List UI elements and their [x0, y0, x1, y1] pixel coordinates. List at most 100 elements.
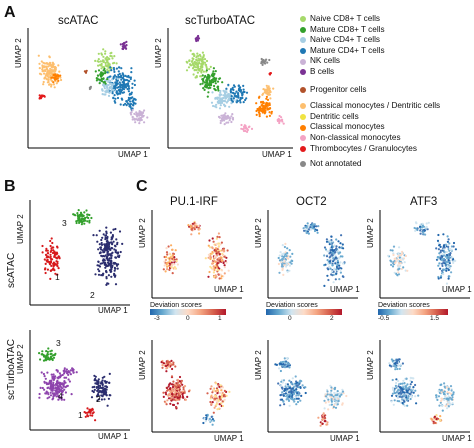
umap-point: [217, 85, 220, 88]
umap-point: [129, 106, 132, 109]
umap-point: [242, 88, 245, 91]
umap-point: [334, 254, 337, 257]
umap-point: [57, 79, 60, 82]
legend-swatch: [300, 48, 306, 55]
umap-point: [287, 255, 290, 258]
umap-point: [49, 357, 52, 361]
umap-point: [336, 264, 339, 267]
umap-point: [134, 102, 137, 105]
umap-point: [223, 398, 226, 401]
umap-point: [261, 63, 264, 66]
umap-point: [110, 275, 113, 278]
umap-point: [100, 67, 103, 70]
umap-point: [398, 267, 401, 270]
umap-point: [292, 398, 295, 401]
umap-point: [284, 257, 287, 260]
umap-point: [168, 392, 171, 395]
umap-point: [107, 253, 110, 256]
umap-point: [105, 271, 108, 274]
umap-point: [218, 236, 221, 239]
umap-point: [106, 56, 109, 59]
umap-point: [103, 398, 106, 401]
umap-point: [326, 421, 329, 424]
umap-point: [435, 418, 438, 421]
umap-point: [396, 273, 399, 277]
umap-point: [339, 251, 342, 254]
umap-point: [89, 414, 92, 417]
umap-point: [97, 393, 100, 396]
umap-point: [213, 256, 216, 259]
umap-point: [406, 269, 409, 272]
umap-point: [272, 87, 275, 90]
umap-point: [120, 67, 123, 70]
umap-point: [439, 267, 442, 270]
umap-point: [266, 61, 269, 64]
umap-point: [42, 83, 45, 86]
umap-point: [63, 388, 66, 391]
umap-point: [69, 373, 72, 376]
umap-point: [221, 249, 224, 252]
umap-point: [451, 396, 454, 399]
umap-point: [443, 264, 446, 267]
umap-point: [39, 386, 42, 389]
umap-point: [110, 270, 113, 273]
umap-point: [57, 267, 60, 270]
umap-point: [450, 245, 453, 248]
umap-point: [38, 72, 42, 75]
umap-point: [307, 232, 310, 235]
umap-point: [323, 399, 326, 402]
umap-point: [419, 232, 422, 235]
umap-point: [105, 388, 108, 391]
umap-point: [64, 381, 67, 384]
umap-point: [446, 407, 449, 410]
umap-point: [172, 403, 176, 407]
umap-point: [219, 104, 222, 107]
umap-point: [100, 71, 103, 74]
umap-point: [57, 388, 61, 391]
umap-point: [209, 84, 213, 87]
umap-point: [169, 362, 172, 365]
umap-point: [167, 365, 171, 368]
umap-point: [216, 262, 219, 265]
umap-point: [217, 269, 220, 272]
umap-point: [445, 269, 448, 272]
umap-point: [212, 388, 215, 391]
umap-point: [317, 225, 320, 228]
umap-point: [397, 271, 400, 274]
umap-point: [49, 269, 52, 272]
umap-point: [395, 381, 398, 385]
umap-point: [448, 249, 451, 252]
umap-point: [210, 395, 213, 399]
umap-point: [107, 243, 110, 246]
umap-point: [442, 233, 445, 236]
umap-point: [209, 257, 212, 261]
umap-point: [401, 382, 404, 385]
umap-point: [164, 270, 167, 273]
umap-point: [107, 274, 110, 277]
umap-point: [169, 256, 172, 259]
umap-point: [215, 395, 218, 398]
umap-point: [127, 96, 130, 99]
umap-point: [237, 84, 240, 87]
umap-point: [187, 66, 191, 69]
umap-point: [447, 395, 450, 398]
umap-point: [109, 75, 112, 78]
umap-point: [113, 68, 116, 71]
umap-point: [335, 401, 338, 404]
umap-point: [427, 221, 430, 224]
umap-point: [49, 391, 52, 394]
umap-point: [93, 374, 96, 377]
umap-point: [217, 273, 220, 276]
umap-point: [100, 394, 103, 397]
umap-point: [285, 394, 289, 397]
umap-point: [166, 253, 169, 256]
umap-point: [326, 274, 329, 277]
umap-point: [91, 407, 94, 410]
umap-point: [51, 258, 54, 261]
umap-point: [231, 91, 235, 94]
umap-point: [44, 377, 47, 380]
umap-point: [97, 74, 100, 77]
umap-point: [97, 273, 101, 276]
legend-item: Thrombocytes / Granulocytes: [300, 144, 440, 155]
umap-point: [449, 385, 453, 388]
